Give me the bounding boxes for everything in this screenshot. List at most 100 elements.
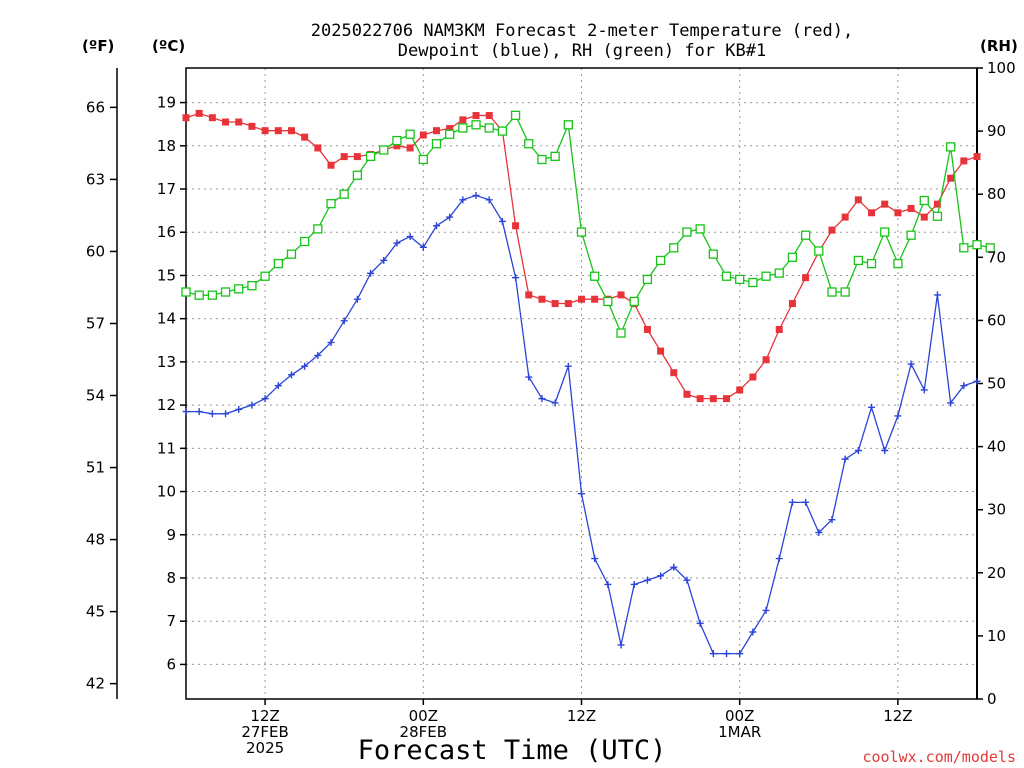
credit-link[interactable]: coolwx.com/models bbox=[862, 748, 1016, 766]
dewpoint-point bbox=[353, 295, 361, 303]
fahrenheit-tick-label: 60 bbox=[86, 242, 105, 260]
rh-point bbox=[800, 230, 811, 240]
temperature-point bbox=[195, 109, 203, 117]
x-tick-label: 00Z bbox=[409, 707, 438, 725]
rh-point bbox=[853, 255, 863, 266]
rh-point bbox=[682, 227, 692, 237]
rh-point bbox=[418, 154, 428, 165]
temperature-point bbox=[709, 395, 717, 403]
dewpoint-point bbox=[564, 362, 572, 370]
dewpoint-point bbox=[933, 291, 941, 299]
temperature-point bbox=[591, 295, 599, 303]
rh-point bbox=[655, 255, 666, 266]
temperature-point bbox=[894, 209, 902, 217]
temperature-point bbox=[960, 157, 968, 165]
dewpoint-point bbox=[446, 213, 454, 221]
rh-point bbox=[603, 296, 613, 307]
dewpoint-point bbox=[327, 338, 335, 346]
temperature-point bbox=[788, 300, 796, 308]
celsius-tick-label: 15 bbox=[157, 266, 176, 284]
rh-point bbox=[814, 246, 824, 256]
rh-point bbox=[339, 189, 349, 199]
dewpoint-point bbox=[670, 563, 678, 571]
rh-point bbox=[458, 123, 468, 133]
temperature-point bbox=[868, 209, 876, 217]
dewpoint-point bbox=[907, 360, 915, 368]
temperature-point bbox=[696, 395, 704, 403]
rh-point bbox=[695, 224, 705, 234]
dewpoint-point bbox=[274, 382, 282, 390]
rh-tick-label: 70 bbox=[987, 248, 1006, 266]
fahrenheit-tick-label: 45 bbox=[86, 603, 105, 621]
dewpoint-point bbox=[248, 401, 256, 409]
celsius-tick-label: 12 bbox=[157, 396, 176, 414]
rh-point bbox=[392, 135, 402, 146]
temperature-point bbox=[512, 222, 520, 230]
dewpoint-point bbox=[340, 317, 348, 325]
rh-tick-label: 60 bbox=[987, 311, 1006, 329]
celsius-tick-label: 9 bbox=[166, 526, 176, 544]
rh-point bbox=[471, 120, 481, 130]
temperature-point bbox=[920, 213, 928, 221]
x-tick-label: 1MAR bbox=[718, 723, 761, 741]
x-tick-label: 12Z bbox=[250, 707, 279, 725]
rh-point bbox=[563, 120, 573, 130]
rh-point bbox=[774, 268, 784, 278]
rh-point bbox=[247, 281, 257, 291]
x-tick-label: 12Z bbox=[567, 707, 596, 725]
dewpoint-point bbox=[709, 650, 717, 658]
rh-point bbox=[748, 277, 758, 288]
rh-point bbox=[919, 195, 929, 206]
rh-tick-label: 0 bbox=[987, 690, 997, 708]
rh-point bbox=[945, 142, 956, 152]
rh-point bbox=[497, 126, 508, 136]
rh-point bbox=[708, 249, 718, 259]
rh-series bbox=[181, 110, 995, 338]
dewpoint-point bbox=[525, 373, 533, 381]
fahrenheit-tick-label: 54 bbox=[86, 387, 105, 405]
fahrenheit-tick-label: 42 bbox=[86, 675, 105, 693]
temperature-point bbox=[564, 300, 572, 308]
temperature-point bbox=[551, 300, 559, 308]
temperature-point bbox=[314, 144, 322, 152]
celsius-tick-label: 11 bbox=[157, 439, 176, 457]
temperature-point bbox=[907, 204, 915, 212]
rh-point bbox=[972, 240, 982, 250]
celsius-unit-label: (ºC) bbox=[152, 37, 185, 55]
temperature-point bbox=[222, 118, 230, 126]
dewpoint-point bbox=[406, 233, 414, 241]
rh-point bbox=[537, 154, 547, 165]
dewpoint-point bbox=[657, 572, 665, 580]
dewpoint-point bbox=[775, 555, 783, 563]
rh-point bbox=[590, 271, 600, 281]
temperature-point bbox=[287, 127, 295, 135]
dewpoint-point bbox=[261, 395, 269, 403]
dewpoint-point bbox=[736, 650, 744, 658]
rh-point bbox=[735, 274, 745, 285]
dewpoint-point bbox=[498, 217, 506, 225]
dewpoint-point bbox=[604, 580, 612, 588]
temperature-point bbox=[933, 200, 941, 208]
rh-point bbox=[524, 139, 534, 149]
temperature-point bbox=[525, 291, 533, 299]
chart-title-line1: 2025022706 NAM3KM Forecast 2-meter Tempe… bbox=[311, 21, 853, 41]
temperature-point bbox=[802, 274, 810, 282]
dewpoint-point bbox=[973, 377, 981, 385]
dewpoint-point bbox=[485, 196, 493, 204]
rh-point bbox=[181, 287, 191, 297]
rh-tick-label: 90 bbox=[987, 122, 1006, 140]
temperature-point bbox=[459, 116, 467, 124]
rh-point bbox=[642, 274, 653, 285]
dewpoint-point bbox=[960, 382, 968, 390]
x-tick-label: 28FEB bbox=[400, 723, 447, 741]
x-tick-label: 12Z bbox=[883, 707, 912, 725]
dewpoint-point bbox=[222, 410, 230, 418]
rh-point bbox=[616, 328, 626, 338]
dewpoint-point bbox=[762, 606, 770, 614]
rh-tick-label: 40 bbox=[987, 438, 1006, 456]
temperature-point bbox=[261, 127, 269, 135]
x-tick-label: 00Z bbox=[725, 707, 754, 725]
rh-tick-label: 20 bbox=[987, 564, 1006, 582]
rh-point bbox=[840, 287, 850, 297]
